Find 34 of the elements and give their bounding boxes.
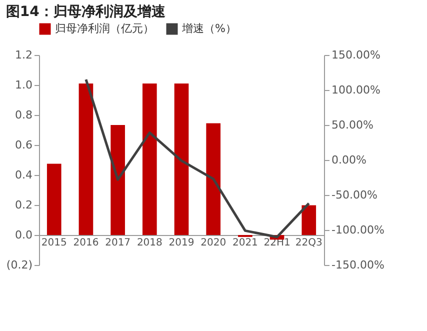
chart-title: 图14：归母净利润及增速 xyxy=(6,3,166,20)
bar xyxy=(142,84,157,235)
legend-label: 归母净利润（亿元） xyxy=(55,22,154,35)
y-tick-label: 0.2 xyxy=(15,198,32,212)
y2-tick-label: 50.00% xyxy=(332,118,374,132)
x-tick-label: 2017 xyxy=(105,238,131,248)
y-tick-label: 0.8 xyxy=(15,108,32,122)
y2-tick-label: 0.00% xyxy=(332,154,366,166)
y2-tick-label: 100.00% xyxy=(332,84,380,96)
bar xyxy=(78,84,94,235)
y2-tick-label: -150.00% xyxy=(332,258,384,272)
legend-label: 增速（%） xyxy=(181,22,236,35)
y-tick-label: 1.2 xyxy=(15,48,32,62)
y-tick-label: (0.2) xyxy=(6,258,32,272)
x-tick-label: 2019 xyxy=(168,238,194,248)
line-series xyxy=(84,78,310,238)
x-tick-label: 2015 xyxy=(41,238,67,248)
x-tick-label: 2016 xyxy=(73,238,99,248)
x-tick-label: 22Q3 xyxy=(295,238,322,248)
x-tick-label: 2018 xyxy=(136,238,162,248)
y-tick-label: 0.0 xyxy=(15,228,32,242)
bar xyxy=(110,125,125,235)
y-tick-label: 0.4 xyxy=(15,168,32,182)
y2-tick-label: -100.00% xyxy=(332,224,384,236)
y2-tick-label: 150.00% xyxy=(332,48,380,62)
y-tick-label: 1.0 xyxy=(15,78,32,92)
bar xyxy=(174,84,189,235)
x-tick-label: 2021 xyxy=(232,238,258,248)
y2-tick-label: -50.00% xyxy=(332,188,378,202)
bar xyxy=(46,164,62,235)
bar xyxy=(302,205,316,235)
x-tick-label: 2020 xyxy=(200,238,226,248)
y-tick-label: 0.6 xyxy=(15,138,32,152)
bar xyxy=(206,123,221,235)
